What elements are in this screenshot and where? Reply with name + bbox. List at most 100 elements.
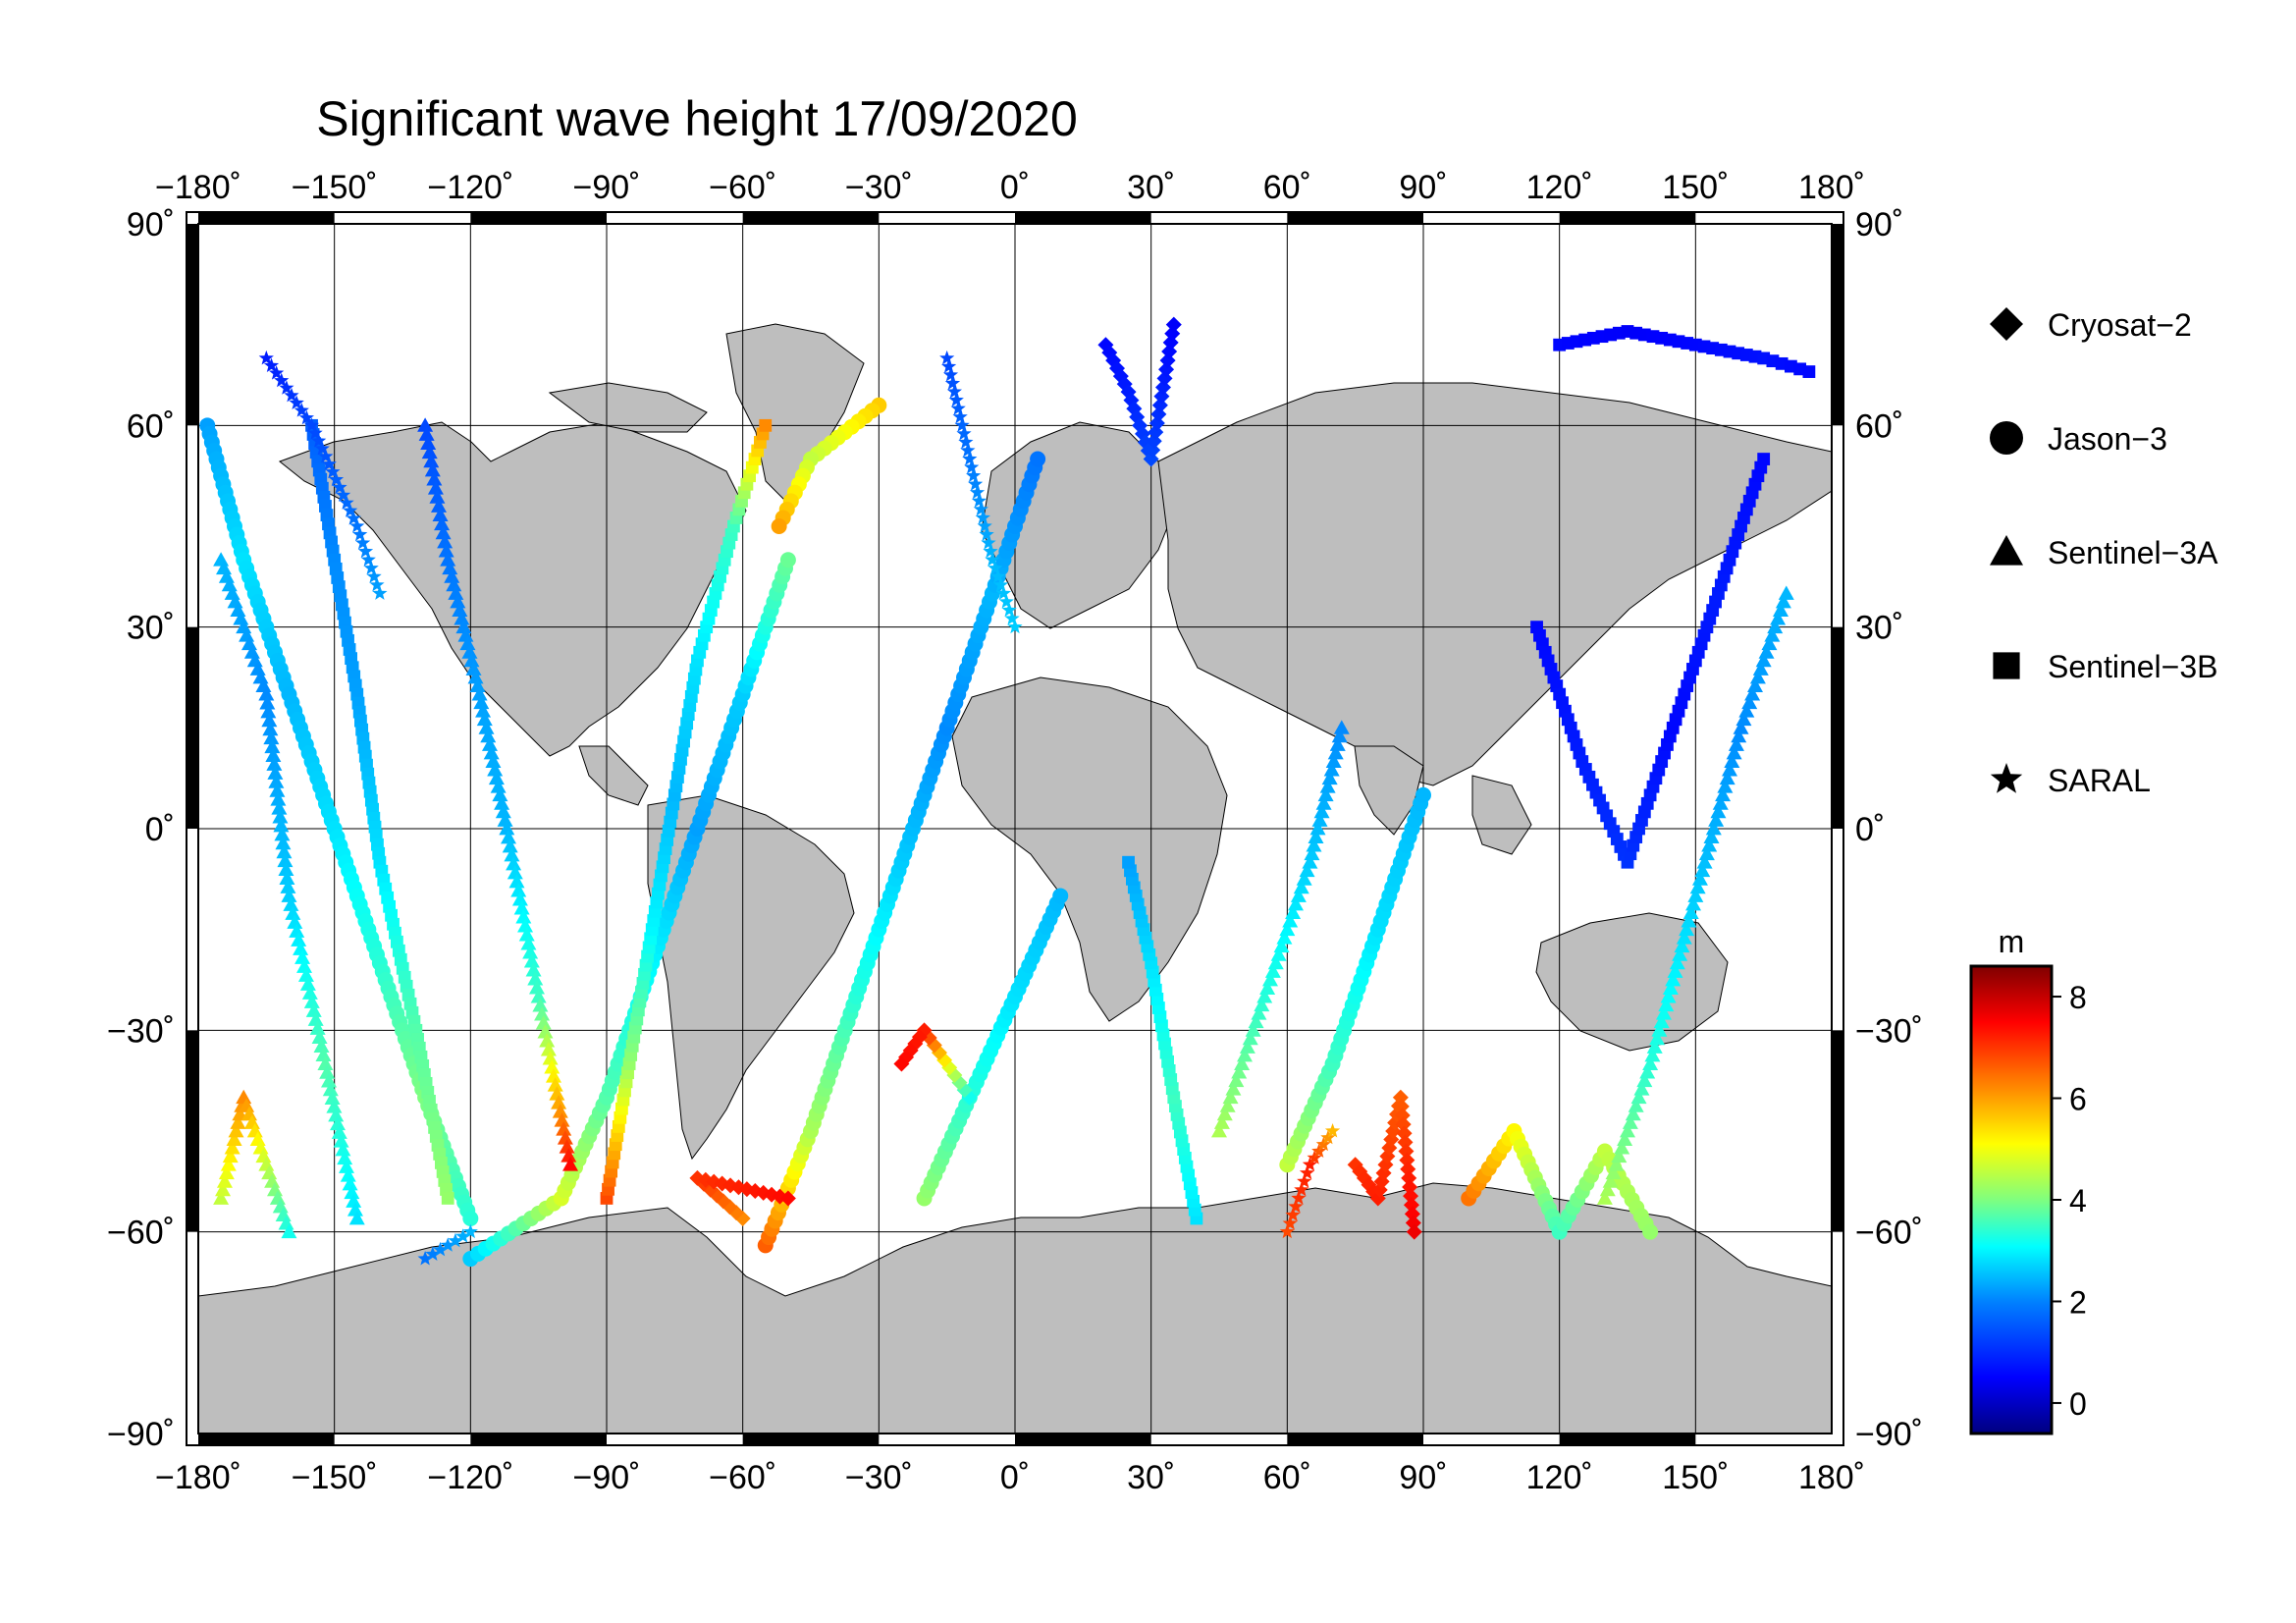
track-point — [1667, 963, 1683, 978]
track-point — [1285, 1207, 1301, 1221]
colorbar-tick-label: 6 — [2069, 1082, 2087, 1117]
track-point — [298, 409, 314, 425]
track-point — [520, 936, 537, 950]
track-point — [983, 543, 998, 559]
track-point — [1676, 930, 1692, 945]
track-point — [435, 524, 452, 540]
track-point — [265, 747, 282, 763]
track-point — [1398, 1143, 1415, 1160]
track-point — [1775, 594, 1791, 609]
track-point — [517, 918, 534, 933]
track-point — [1689, 879, 1706, 894]
track-point — [483, 745, 500, 760]
track-point — [1672, 947, 1688, 961]
track-point — [1293, 879, 1309, 894]
track-point — [462, 1223, 478, 1239]
track-point — [1773, 602, 1789, 617]
lat-tick-label-left: −30˚ — [107, 1012, 175, 1050]
track-point — [469, 677, 486, 692]
track-point — [1770, 611, 1787, 625]
track-point — [1705, 821, 1722, 836]
track-point — [349, 518, 365, 533]
track-point — [1329, 736, 1346, 751]
satellite-tracks — [199, 316, 1816, 1268]
asia-land — [1157, 382, 1832, 786]
track-point — [1282, 913, 1299, 928]
track-point — [417, 417, 434, 432]
lon-tick-label-bottom: −120˚ — [427, 1459, 513, 1496]
track-point — [432, 507, 449, 521]
track-point — [1279, 921, 1296, 937]
legend-label: Sentinel−3A — [2048, 535, 2218, 570]
track-point — [325, 463, 341, 479]
track-point — [455, 1228, 471, 1243]
chart-title: Significant wave height 17/09/2020 — [316, 91, 1078, 146]
track-point — [293, 941, 309, 955]
track-point — [510, 883, 527, 897]
lon-tick-label-top: −60˚ — [709, 169, 776, 206]
track-point — [417, 1251, 433, 1266]
track-point — [988, 560, 1003, 575]
track-point — [429, 489, 446, 504]
track-point — [998, 594, 1014, 609]
lat-tick-label-left: 60˚ — [127, 407, 175, 445]
track-point — [337, 1150, 353, 1165]
track-point — [977, 518, 992, 533]
frame-segment — [1832, 626, 1843, 829]
lat-tick-label-right: 30˚ — [1855, 610, 1903, 647]
track-point — [939, 350, 955, 365]
track-point — [1687, 888, 1704, 902]
lon-tick-label-bottom: −30˚ — [845, 1459, 913, 1496]
track-point — [280, 879, 296, 893]
track-point — [315, 1047, 332, 1061]
track-point — [294, 403, 309, 417]
track-point — [307, 425, 323, 440]
track-point — [1242, 1030, 1258, 1046]
track-point — [557, 1130, 573, 1145]
track-point — [279, 870, 295, 885]
track-point — [1715, 786, 1732, 802]
track-point — [1741, 694, 1758, 710]
track-point — [274, 826, 291, 841]
track-point — [303, 417, 320, 432]
track-point — [1710, 803, 1727, 819]
track-point — [467, 670, 484, 684]
track-point — [1282, 1216, 1298, 1230]
track-point — [276, 843, 293, 859]
track-point — [446, 576, 462, 592]
track-point — [537, 1024, 554, 1039]
track-point — [230, 1114, 246, 1129]
track-point — [1234, 1055, 1251, 1070]
lat-tick-label-right: −60˚ — [1855, 1215, 1923, 1252]
colorbar: m 0 2 4 6 8 — [1969, 924, 2087, 1435]
track-point — [1802, 365, 1816, 378]
track-point — [1694, 862, 1711, 878]
track-point — [1726, 745, 1742, 760]
track-point — [1397, 1134, 1414, 1151]
track-point — [1611, 1148, 1628, 1163]
track-point — [347, 1202, 363, 1217]
track-point — [311, 1029, 328, 1044]
track-point — [1738, 703, 1755, 718]
track-point — [1628, 1098, 1644, 1112]
track-point — [326, 1099, 343, 1113]
track-point — [346, 511, 361, 525]
track-point — [990, 568, 1006, 583]
track-point — [444, 568, 460, 583]
track-point — [1248, 1013, 1264, 1029]
track-point — [1639, 1064, 1656, 1079]
track-point — [262, 721, 279, 736]
track-point — [340, 1167, 356, 1182]
lon-tick-label-bottom: −60˚ — [709, 1459, 776, 1496]
track-point — [1651, 1022, 1668, 1037]
track-point — [1393, 1098, 1410, 1114]
track-point — [1251, 1005, 1267, 1020]
track-point — [950, 401, 966, 415]
track-point — [1636, 1072, 1653, 1088]
track-point — [523, 953, 540, 968]
track-point — [559, 1139, 575, 1154]
track-point — [461, 644, 478, 659]
lon-tick-label-top: 30˚ — [1127, 169, 1175, 206]
lat-tick-label-left: 30˚ — [127, 610, 175, 647]
track-point — [1302, 1157, 1318, 1171]
